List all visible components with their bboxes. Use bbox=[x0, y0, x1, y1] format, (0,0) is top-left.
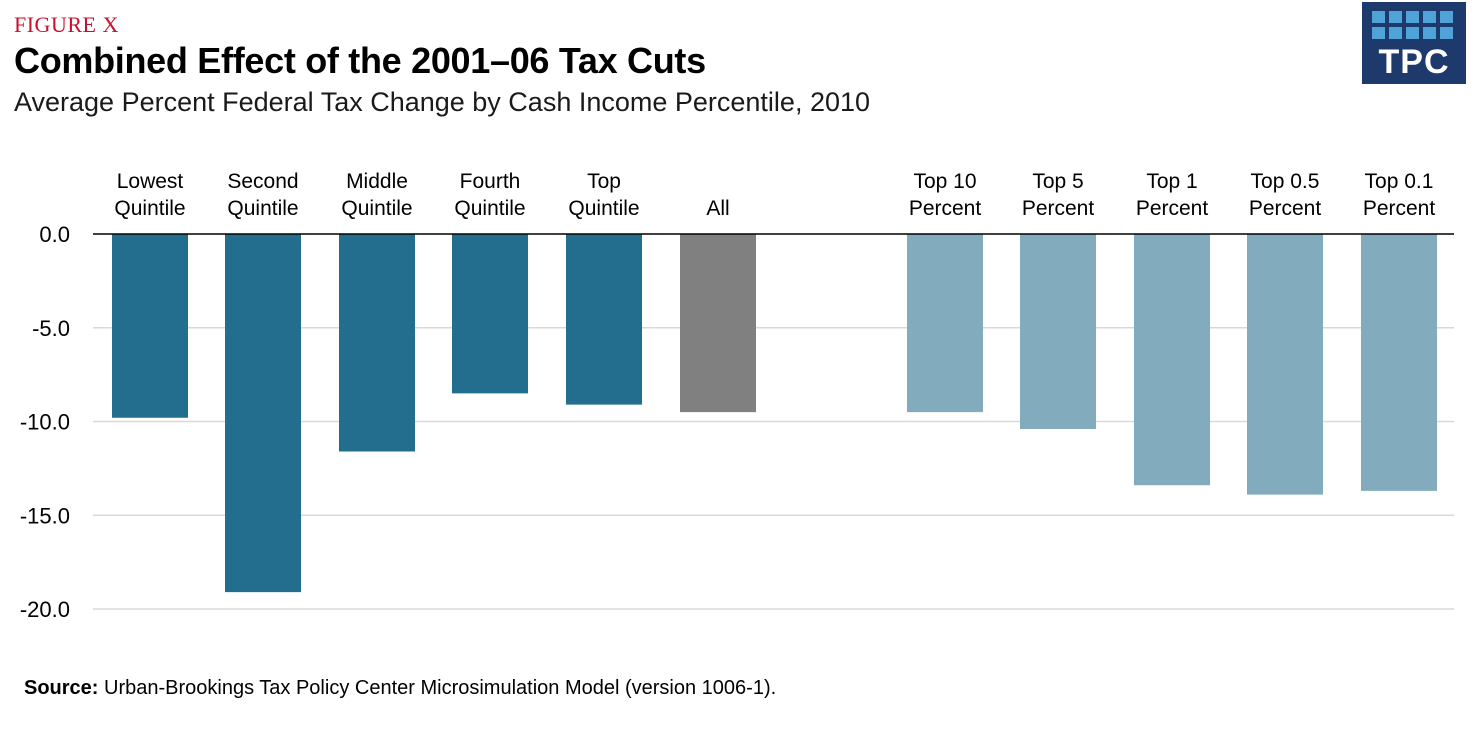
chart-title: Combined Effect of the 2001–06 Tax Cuts bbox=[14, 40, 706, 81]
category-label: Lowest bbox=[117, 170, 184, 193]
y-tick-label: -10.0 bbox=[20, 410, 70, 435]
bar bbox=[680, 234, 756, 413]
category-label: Quintile bbox=[227, 197, 298, 220]
figure-label: FIGURE X bbox=[14, 12, 119, 37]
bar bbox=[452, 234, 528, 394]
bar bbox=[1361, 234, 1437, 491]
category-label: Quintile bbox=[341, 197, 412, 220]
category-label: Percent bbox=[1363, 197, 1436, 220]
y-tick-label: -5.0 bbox=[32, 316, 70, 341]
category-label: Percent bbox=[1022, 197, 1095, 220]
category-label: Top 1 bbox=[1146, 170, 1197, 193]
category-label: Percent bbox=[909, 197, 982, 220]
bar bbox=[566, 234, 642, 405]
category-label: Quintile bbox=[114, 197, 185, 220]
category-label: Middle bbox=[346, 170, 408, 193]
bar bbox=[225, 234, 301, 593]
category-label: All bbox=[706, 197, 729, 220]
source-label: Source: bbox=[24, 677, 99, 699]
chart-subtitle: Average Percent Federal Tax Change by Ca… bbox=[14, 87, 871, 117]
source-note: Source: Urban-Brookings Tax Policy Cente… bbox=[24, 677, 776, 700]
y-tick-label: -20.0 bbox=[20, 597, 70, 622]
category-label: Quintile bbox=[568, 197, 639, 220]
category-label: Top 0.5 bbox=[1251, 170, 1320, 193]
tpc-logo: TPC bbox=[1362, 2, 1466, 84]
bar bbox=[339, 234, 415, 452]
y-tick-label: 0.0 bbox=[39, 222, 70, 247]
category-label: Top bbox=[587, 170, 621, 193]
category-label: Top 5 bbox=[1032, 170, 1083, 193]
category-label: Top 10 bbox=[913, 170, 976, 193]
bar bbox=[112, 234, 188, 418]
bar bbox=[1247, 234, 1323, 495]
category-label: Percent bbox=[1249, 197, 1322, 220]
category-label: Percent bbox=[1136, 197, 1209, 220]
category-label: Second bbox=[227, 170, 298, 193]
category-label: Top 0.1 bbox=[1365, 170, 1434, 193]
category-label: Fourth bbox=[460, 170, 521, 193]
y-tick-label: -15.0 bbox=[20, 503, 70, 528]
bar bbox=[1020, 234, 1096, 429]
bar bbox=[1134, 234, 1210, 486]
bar bbox=[907, 234, 983, 413]
category-label: Quintile bbox=[454, 197, 525, 220]
source-text: Urban-Brookings Tax Policy Center Micros… bbox=[98, 677, 777, 699]
logo-text: TPC bbox=[1378, 43, 1450, 81]
